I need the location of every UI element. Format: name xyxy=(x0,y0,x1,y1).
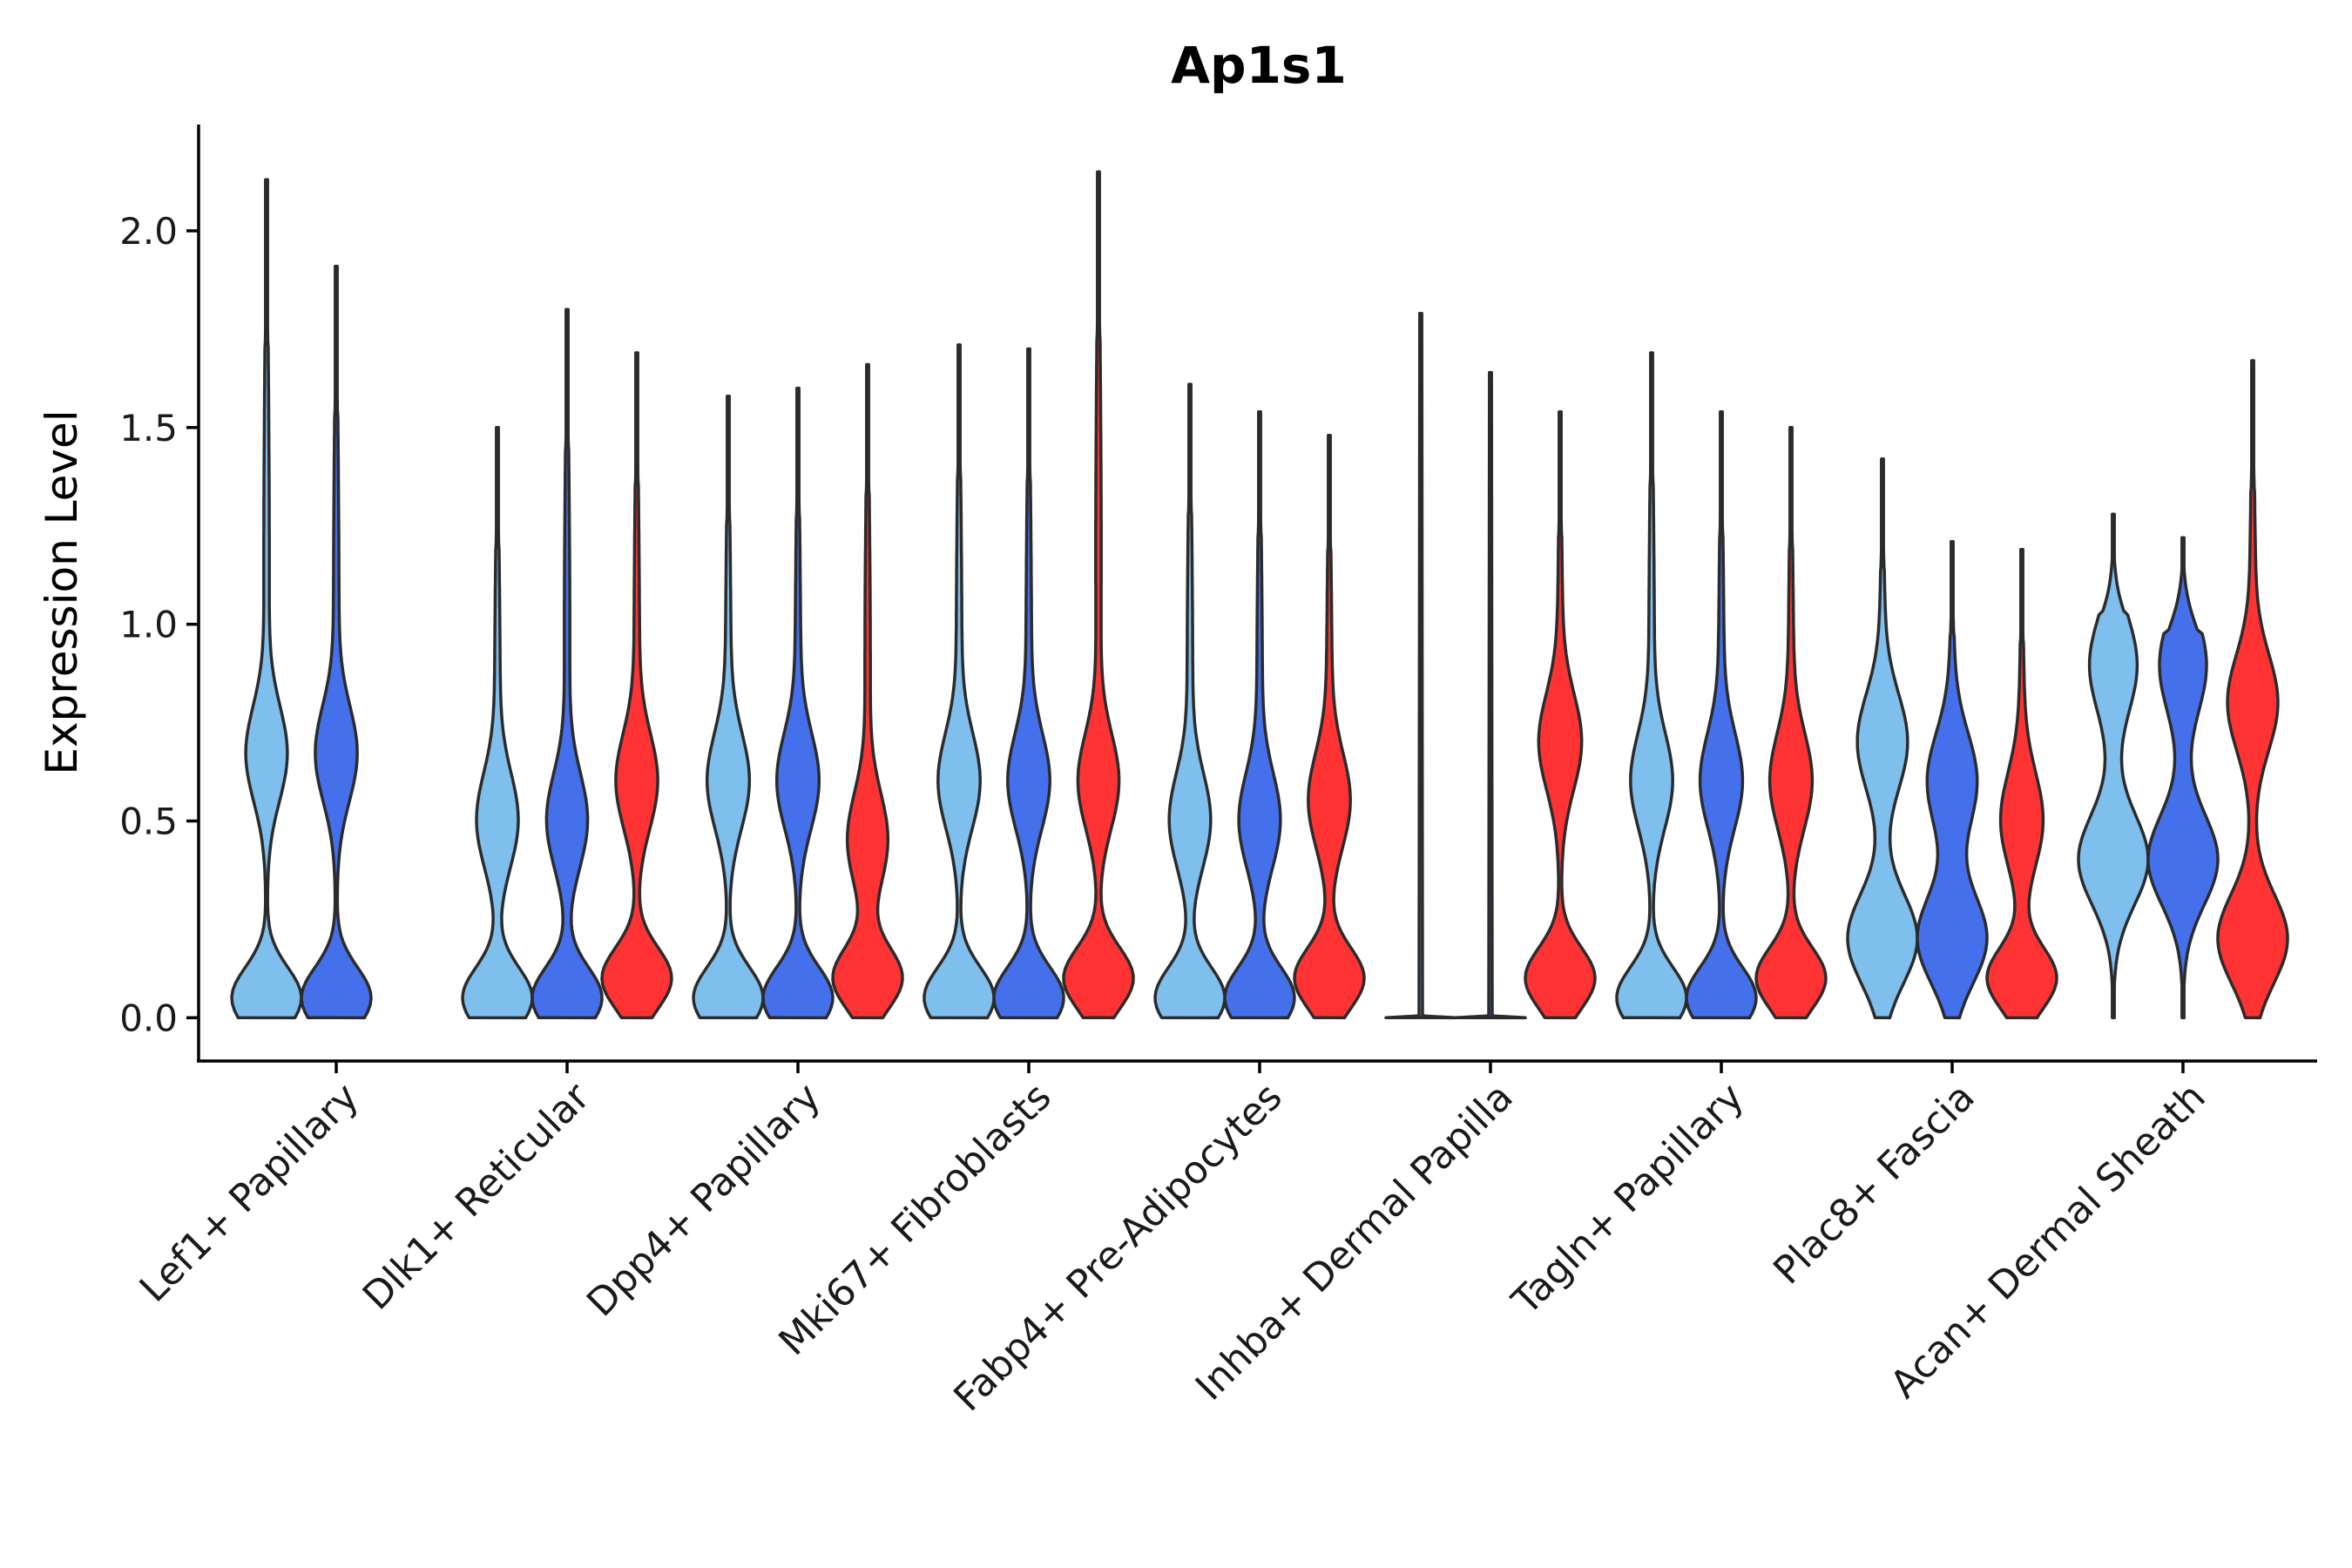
x-category-label: Dpp4+ Papillary xyxy=(578,1075,829,1326)
violin-3-4 xyxy=(1062,170,1135,1020)
violin-3-7 xyxy=(1754,426,1828,1020)
y-tick-label: 0.0 xyxy=(119,997,178,1039)
y-tick-label: 0.5 xyxy=(119,800,178,842)
violin-1-2 xyxy=(461,426,534,1020)
violin-2-4 xyxy=(992,347,1065,1020)
violin-3-2 xyxy=(600,351,673,1020)
x-category-label: Tagln+ Papillary xyxy=(1504,1075,1753,1324)
y-axis-ticks: 0.0 0.5 1.0 1.5 2.0 xyxy=(119,210,199,1039)
violin-2-3 xyxy=(761,386,835,1020)
x-category-label: Dlk1+ Reticular xyxy=(355,1074,599,1319)
violin-2-2 xyxy=(531,308,604,1020)
violin-2-7 xyxy=(1685,409,1758,1020)
violin-2-8 xyxy=(1916,540,1989,1020)
y-axis-label: Expression Level xyxy=(37,409,87,774)
violin-3-5 xyxy=(1293,434,1366,1020)
y-tick-label: 1.5 xyxy=(119,407,178,449)
violin-1-3 xyxy=(692,394,765,1020)
x-category-label: Lef1+ Papillary xyxy=(132,1075,368,1311)
violin-3-6 xyxy=(1524,409,1597,1020)
violin-1-6 xyxy=(1384,312,1457,1020)
violin-3-3 xyxy=(831,362,904,1020)
chart-title: Ap1s1 xyxy=(1171,36,1347,95)
violin-1-7 xyxy=(1615,351,1688,1020)
violin-3-8 xyxy=(1985,548,2058,1020)
violins-group xyxy=(230,170,2289,1020)
violin-3-9 xyxy=(2216,359,2289,1020)
violin-1-5 xyxy=(1153,382,1227,1020)
y-tick-label: 2.0 xyxy=(119,210,178,253)
x-category-label: Plac8+ Fascia xyxy=(1765,1075,1984,1294)
violin-1-9 xyxy=(2077,512,2150,1020)
violin-1-4 xyxy=(923,343,996,1020)
violin-1-8 xyxy=(1846,457,1919,1020)
violin-1-1 xyxy=(230,178,303,1020)
violin-2-9 xyxy=(2146,536,2220,1020)
y-tick-label: 1.0 xyxy=(119,604,178,646)
violin-2-6 xyxy=(1454,370,1527,1020)
violin-2-1 xyxy=(300,264,373,1020)
violin-2-5 xyxy=(1223,409,1296,1020)
